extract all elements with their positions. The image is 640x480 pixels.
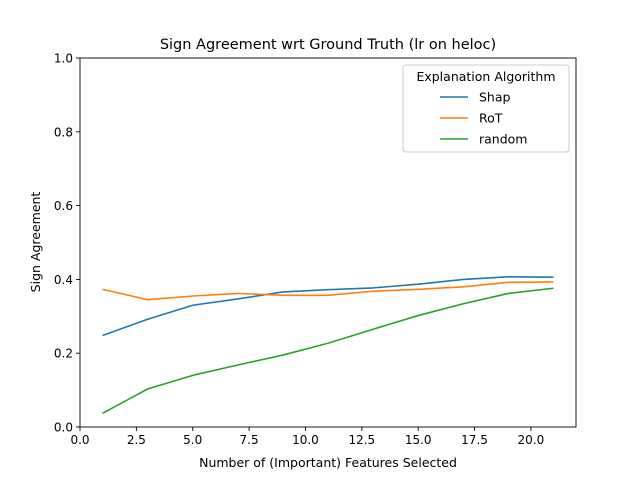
y-tick-label: 0.6: [54, 199, 73, 213]
x-axis: 0.0 2.5 5.0 7.5 10.0 12.5 15.0 17.5 20.0: [70, 427, 544, 447]
x-tick-label: 12.5: [348, 433, 375, 447]
plot-frame: [79, 57, 577, 428]
x-axis-label: Number of (Important) Features Selected: [199, 455, 457, 470]
x-tick-label: 20.0: [518, 433, 545, 447]
series-line-rot: [102, 281, 554, 301]
x-tick-label: 10.0: [292, 433, 319, 447]
x-tick-label: 5.0: [183, 433, 202, 447]
legend-items: Shap RoT random: [440, 90, 527, 147]
legend-box: [402, 64, 570, 153]
legend-title: Explanation Algorithm: [416, 69, 555, 84]
y-tick-label: 0.8: [54, 125, 73, 139]
legend-label-rot: RoT: [479, 111, 503, 126]
y-tick-label: 1.0: [54, 52, 73, 66]
legend-label-random: random: [479, 132, 527, 147]
plot-lines: [102, 276, 554, 415]
y-tick-label: 0.0: [54, 421, 73, 435]
x-tick-label: 15.0: [405, 433, 432, 447]
y-axis: 0.0 0.2 0.4 0.6 0.8 1.0: [54, 52, 80, 435]
series-line-random: [102, 287, 554, 415]
x-tick-label: 2.5: [127, 433, 146, 447]
y-tick-label: 0.2: [54, 347, 73, 361]
legend: Explanation Algorithm Shap RoT random: [402, 64, 570, 153]
y-axis-label: Sign Agreement: [28, 192, 43, 293]
x-tick-label: 0.0: [70, 433, 89, 447]
x-tick-label: 17.5: [461, 433, 488, 447]
series-line-shap: [102, 276, 554, 337]
x-tick-label: 7.5: [240, 433, 259, 447]
legend-label-shap: Shap: [479, 90, 511, 105]
chart-title: Sign Agreement wrt Ground Truth (lr on h…: [160, 37, 496, 53]
y-tick-label: 0.4: [54, 273, 73, 287]
